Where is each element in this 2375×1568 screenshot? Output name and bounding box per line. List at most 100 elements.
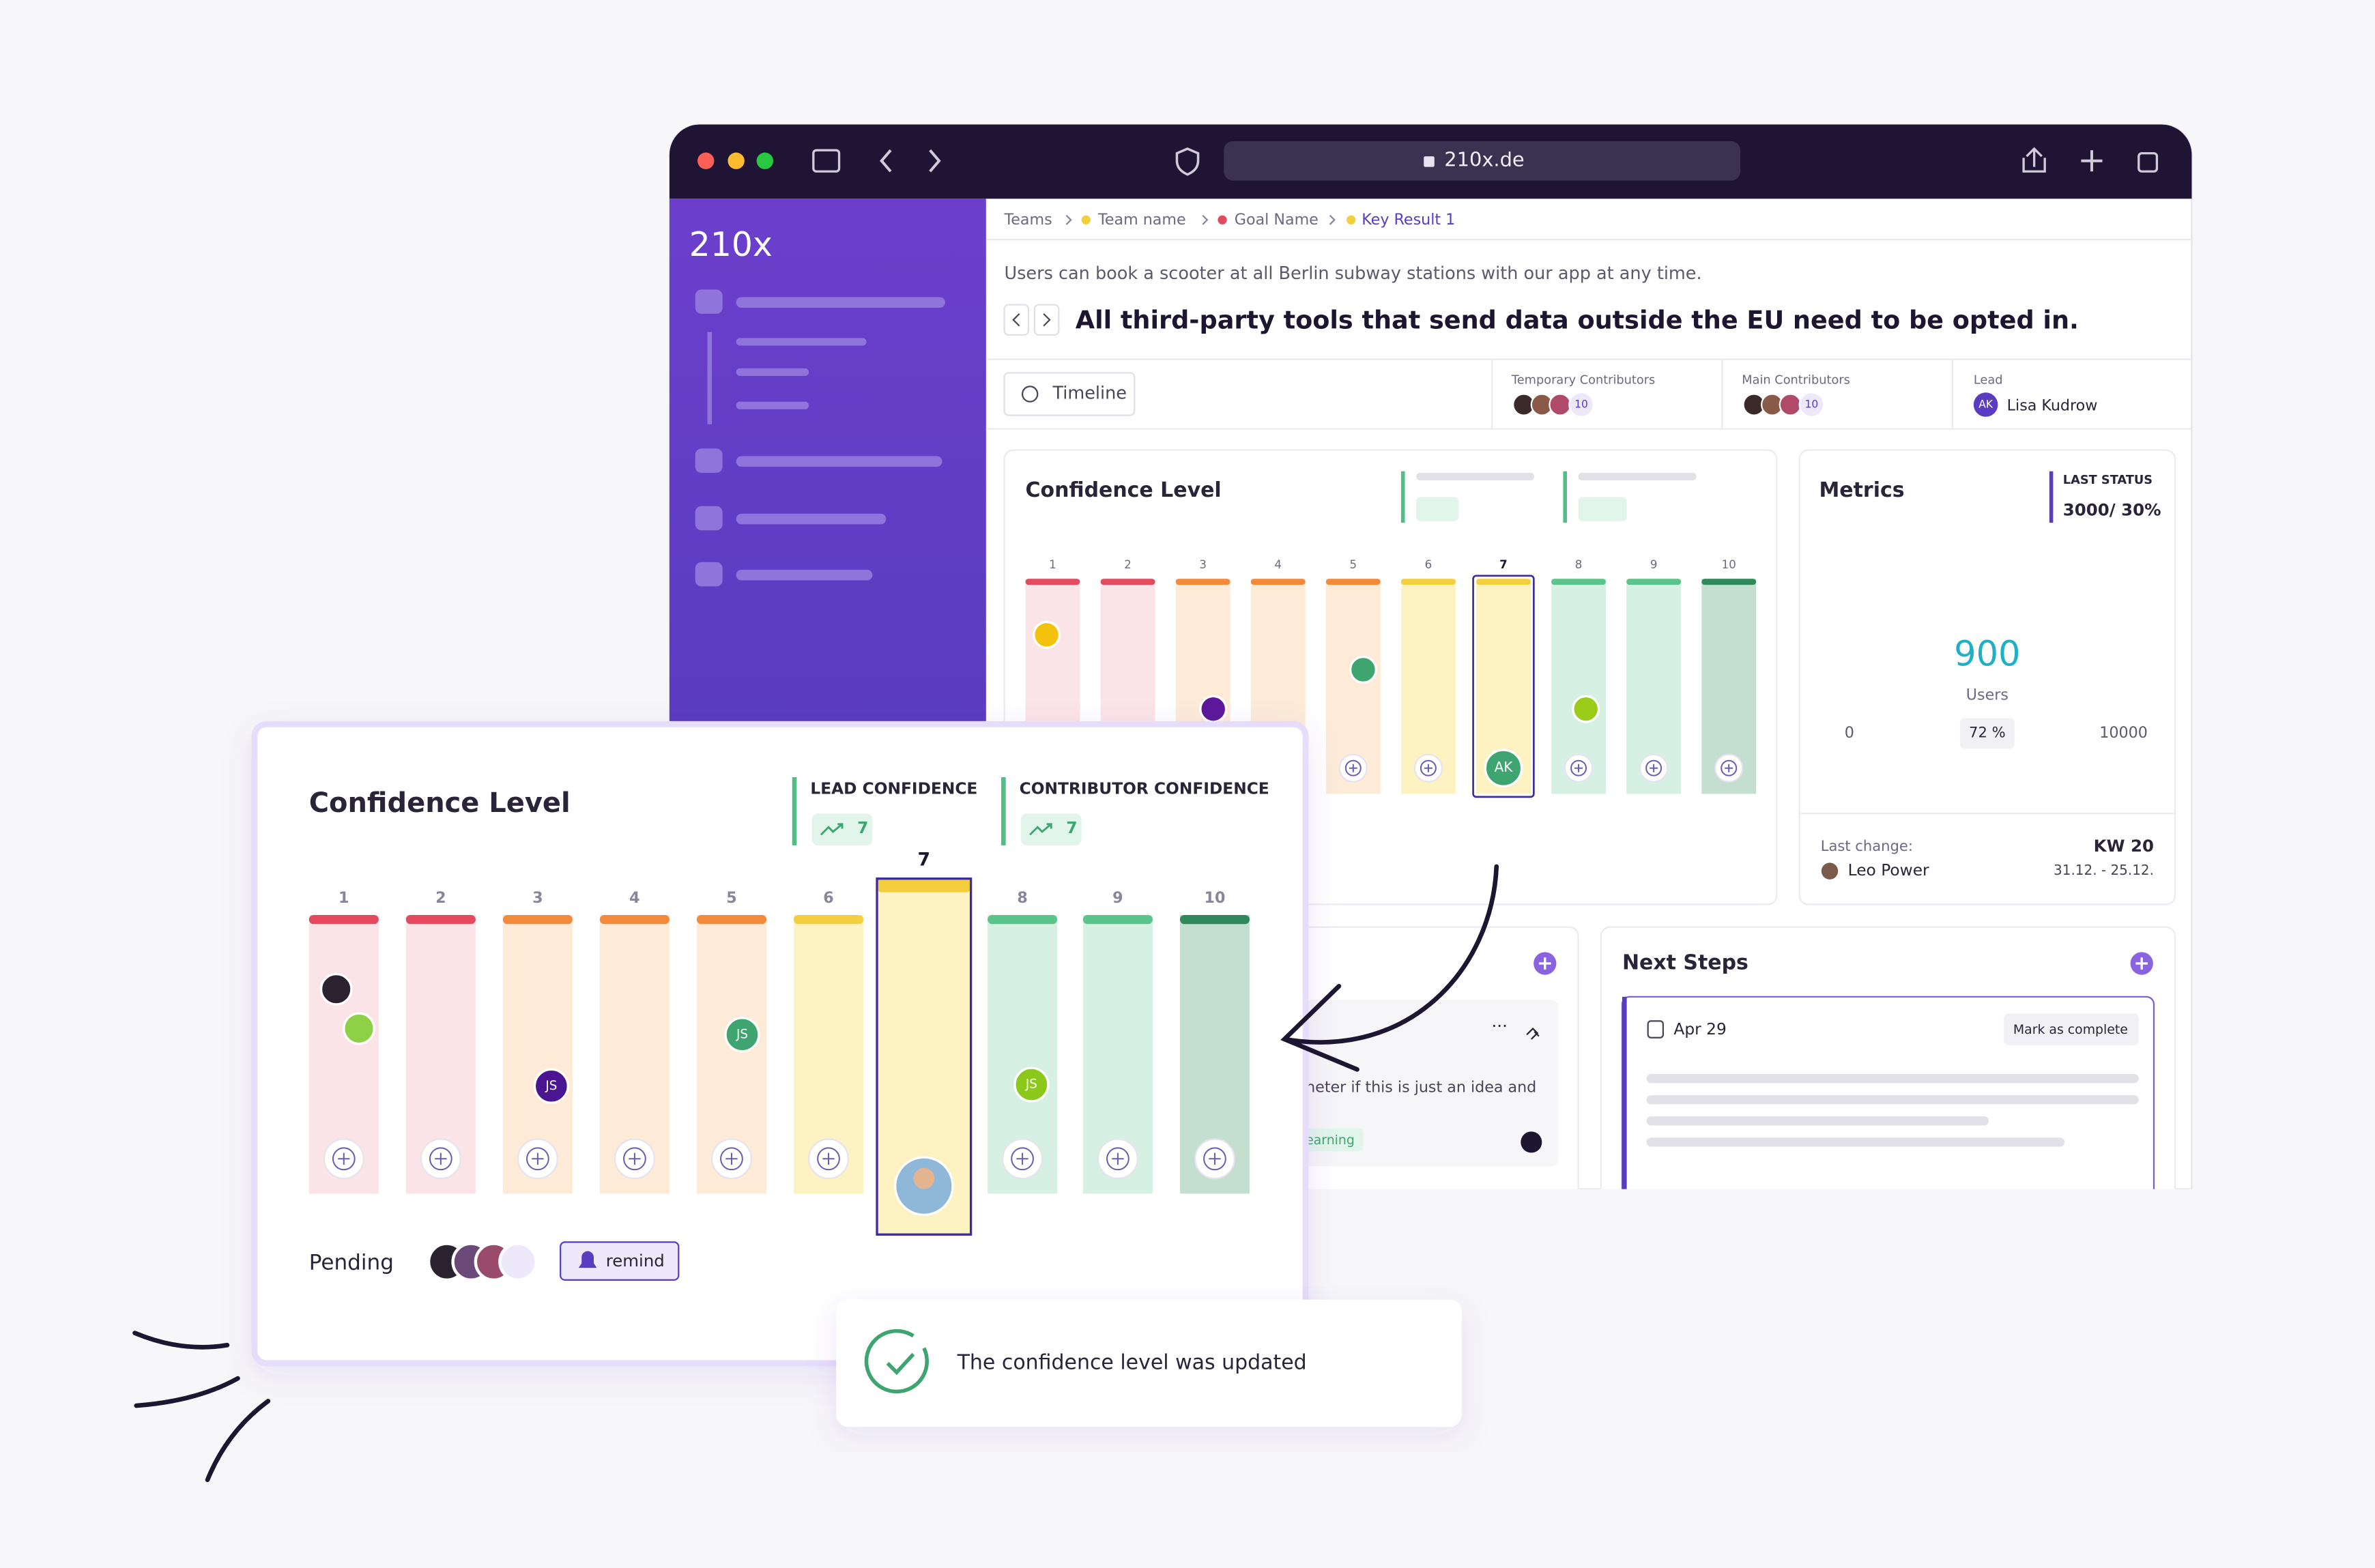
avatar — [533, 1068, 569, 1104]
plus-icon — [338, 1152, 350, 1165]
level-number: 2 — [1124, 558, 1132, 571]
panel-title: Confidence Level — [1026, 478, 1222, 502]
level-number: 9 — [1112, 889, 1123, 907]
pin-icon[interactable] — [1526, 1027, 1540, 1040]
plus-icon — [435, 1152, 447, 1165]
breadcrumb-separators — [1065, 214, 1336, 225]
level-number: 3 — [532, 889, 543, 907]
plus-ring — [1645, 759, 1662, 776]
avatar — [1484, 749, 1523, 787]
gauge-percent: 72 % — [1969, 724, 2006, 741]
gauge-max: 10000 — [2099, 724, 2148, 742]
share-button[interactable] — [2022, 147, 2046, 173]
zoom-button[interactable] — [756, 152, 773, 169]
avatar — [319, 972, 353, 1006]
plus-icon — [1725, 764, 1733, 772]
lead-confidence-value: 7 — [857, 819, 868, 837]
timeline-button[interactable] — [1003, 372, 1136, 416]
avatar-initials: AK — [1495, 759, 1514, 775]
avatar-initials: JS — [545, 1079, 557, 1093]
star-icon[interactable] — [1521, 1131, 1542, 1153]
contributors-label: Temporary Contributors — [1511, 374, 1655, 388]
gauge-min: 0 — [1845, 724, 1854, 742]
objective: Users can book a scooter at all Berlin s… — [1004, 263, 1701, 284]
calendar-icon — [1647, 1020, 1664, 1039]
plus-ring — [817, 1147, 840, 1171]
next-button[interactable] — [1033, 304, 1060, 336]
back-button[interactable] — [880, 149, 892, 173]
url-bar[interactable] — [1224, 141, 1741, 181]
contributors-label: Main Contributors — [1742, 374, 1850, 388]
prev-button[interactable] — [1003, 304, 1030, 336]
zoom-card: Confidence Level LEAD CONFIDENCE 7 CONTR… — [251, 721, 1309, 1367]
level-cap — [1400, 579, 1456, 585]
last-change-label: Last change: — [1821, 837, 1913, 854]
history-icon — [1021, 386, 1039, 403]
level-number: 3 — [1199, 558, 1207, 571]
mark-complete-button[interactable] — [2004, 1013, 2139, 1045]
pending-label: Pending — [309, 1250, 394, 1275]
level-cap — [988, 914, 1058, 925]
breadcrumb-item[interactable]: Goal Name — [1235, 211, 1319, 229]
tabs-button[interactable] — [2138, 151, 2159, 173]
close-button[interactable] — [697, 152, 715, 169]
last-status: 3000/ 30% — [2063, 499, 2161, 519]
pending-avatars — [427, 1242, 538, 1282]
last-status-label: LAST STATUS — [2063, 474, 2153, 487]
level-cap — [1179, 914, 1250, 925]
contributor-count: 10 — [1574, 398, 1588, 411]
breadcrumb-item[interactable]: Key Result 1 — [1362, 211, 1455, 229]
level-number: 8 — [1575, 558, 1583, 571]
lead-confidence-label: LEAD CONFIDENCE — [810, 779, 977, 798]
contributor-confidence-label: CONTRIBUTOR CONFIDENCE — [1020, 779, 1269, 798]
note-text: neter if this is just an idea and — [1306, 1078, 1536, 1096]
step-date: Apr 29 — [1673, 1020, 1726, 1039]
shield-icon — [1175, 147, 1200, 176]
breadcrumb-item[interactable]: Teams — [1003, 211, 1052, 229]
level-number: 4 — [1274, 558, 1282, 571]
key-result: All third-party tools that send data out… — [1076, 305, 2079, 334]
remind-button[interactable] — [560, 1241, 680, 1281]
percent-chip — [1959, 718, 2015, 749]
plus-ring — [526, 1147, 549, 1171]
level-number: 8 — [1017, 889, 1027, 907]
plus-icon — [725, 1152, 738, 1165]
confidence-panel: Confidence Level 1 2 3 4 5 6 7 AK 8 9 10 — [1003, 449, 1778, 905]
remind-label: remind — [606, 1251, 665, 1271]
plus-ring — [1106, 1147, 1129, 1171]
plus-ring — [332, 1147, 356, 1171]
tag — [1295, 1128, 1364, 1152]
forward-button[interactable] — [929, 149, 941, 173]
panel-title: Metrics — [1819, 478, 1904, 502]
level-number: 6 — [823, 889, 833, 907]
plus-ring — [1203, 1147, 1226, 1171]
timeline-label: Timeline — [1052, 383, 1127, 404]
level-cap — [793, 914, 864, 925]
tag-label: earning — [1306, 1133, 1355, 1148]
nav-placeholders — [695, 289, 945, 587]
contributor-count: 10 — [1805, 398, 1819, 411]
sidebar-toggle[interactable] — [812, 149, 841, 173]
nav-arrows — [1012, 313, 1051, 327]
new-tab-button[interactable] — [2081, 150, 2103, 172]
more-button[interactable]: ··· — [1492, 1016, 1508, 1036]
mark-complete-label: Mark as complete — [2013, 1022, 2128, 1037]
level-cap — [502, 914, 573, 925]
level-number: 6 — [1425, 558, 1433, 571]
level-cap — [1025, 579, 1080, 585]
lead-name: Lisa Kudrow — [2007, 397, 2098, 415]
minimize-button[interactable] — [728, 152, 745, 169]
plus-icon — [1209, 1152, 1221, 1165]
level-cap — [599, 914, 670, 925]
level-cap — [1100, 579, 1155, 585]
accent-bar — [792, 777, 797, 845]
key-result-icon — [1347, 215, 1356, 224]
next-steps-card: Next Steps Apr 29 Mark as complete — [1600, 926, 2176, 1216]
plus-ring — [1721, 759, 1738, 776]
logo[interactable]: 210x — [689, 225, 773, 264]
breadcrumb-item[interactable]: Team name — [1097, 211, 1186, 229]
level-number: 1 — [1049, 558, 1056, 571]
avatar-stack — [1742, 392, 1825, 418]
url: 210x.de — [1444, 148, 1524, 171]
avatar-initials: JS — [1025, 1077, 1037, 1092]
